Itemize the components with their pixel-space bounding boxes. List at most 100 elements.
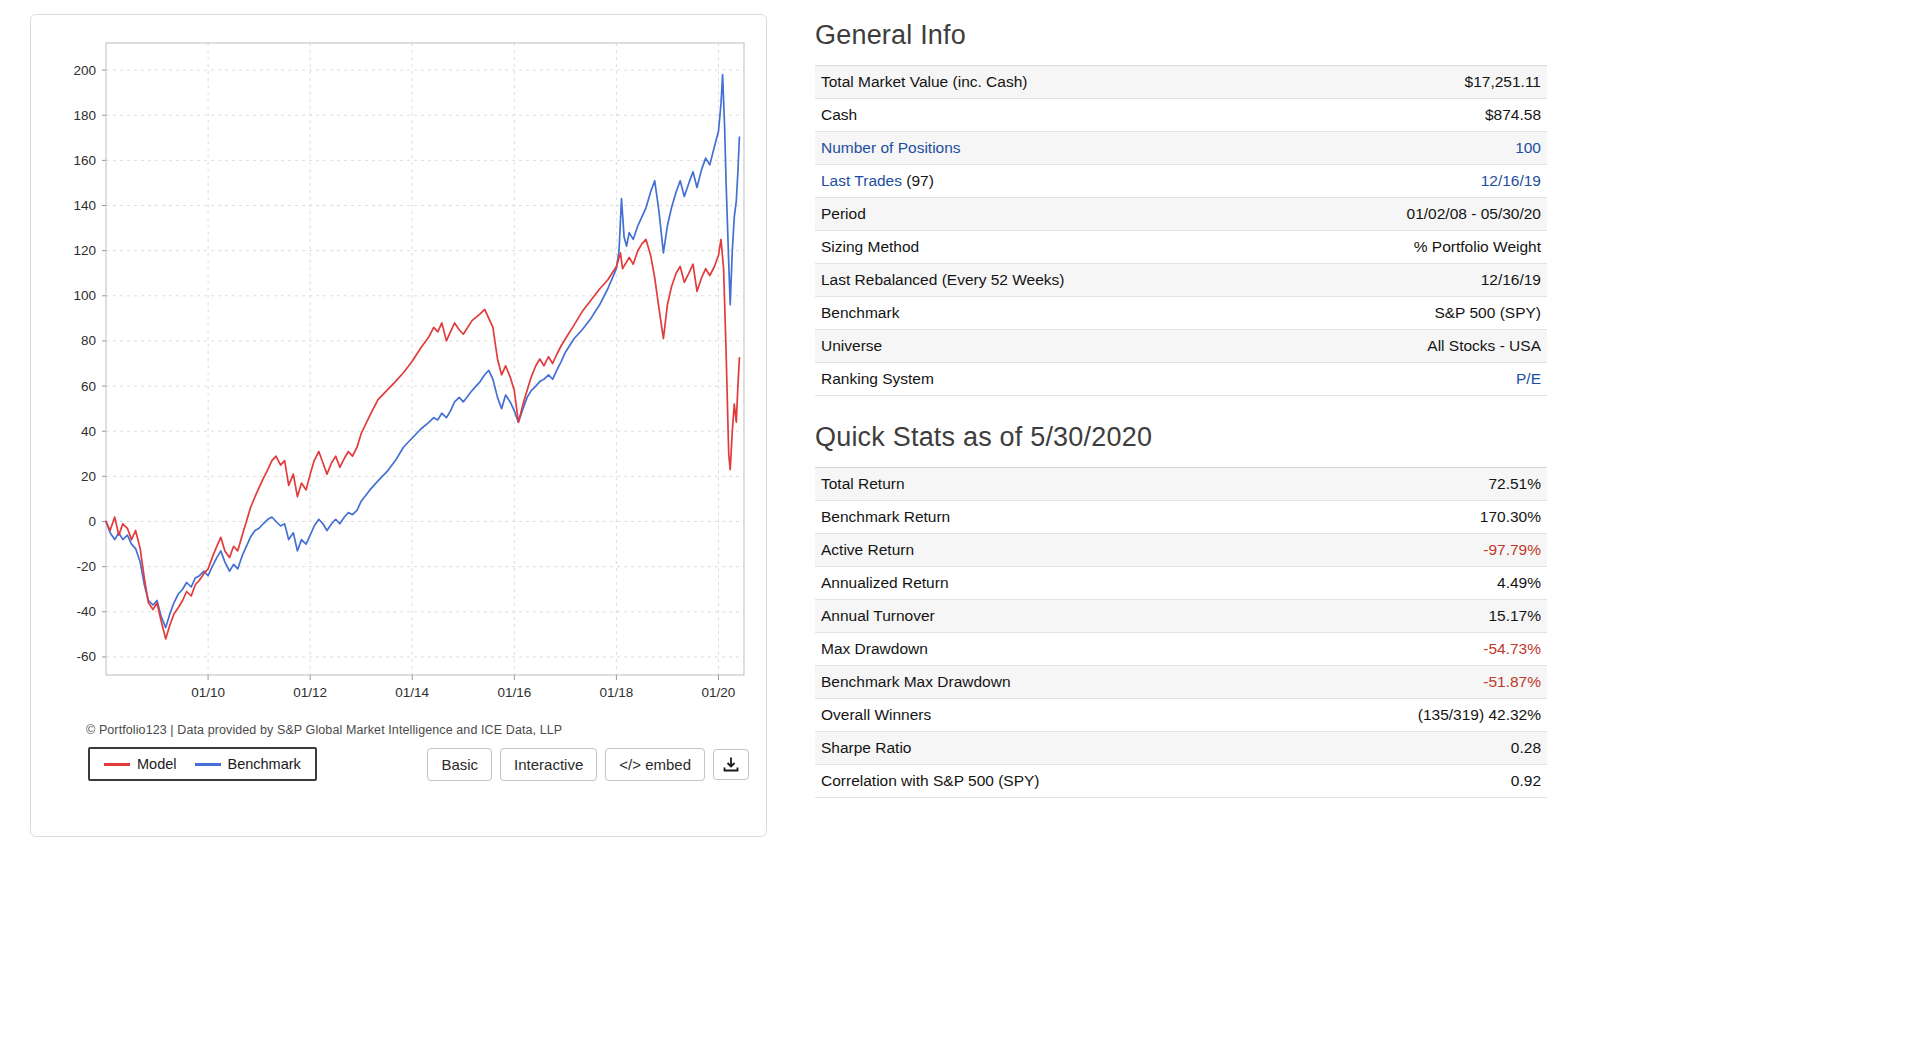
performance-chart-svg: -60-40-2002040608010012014016018020001/1… (46, 29, 752, 719)
legend-swatch (195, 763, 221, 766)
svg-text:120: 120 (73, 243, 96, 258)
row-value-link[interactable]: 12/16/19 (1481, 172, 1541, 189)
chart-buttons: Basic Interactive </> embed (427, 748, 749, 781)
row-value: P/E (1516, 370, 1541, 388)
chart-legend: Model Benchmark (88, 747, 317, 781)
table-row: Total Market Value (inc. Cash) $17,251.11 (815, 66, 1547, 99)
table-row: Max Drawdown -54.73% (815, 633, 1547, 666)
legend-swatch (104, 763, 130, 766)
row-label: Last Rebalanced (Every 52 Weeks) (821, 271, 1065, 289)
row-value: $17,251.11 (1465, 73, 1541, 91)
table-row: Benchmark Return 170.30% (815, 501, 1547, 534)
row-label: Universe (821, 337, 882, 355)
general-info-title: General Info (815, 20, 1547, 51)
svg-text:160: 160 (73, 153, 96, 168)
chart-controls-row: Model Benchmark Basic Interactive </> emb… (46, 747, 751, 781)
info-panel: General Info Total Market Value (inc. Ca… (815, 14, 1547, 837)
row-value: All Stocks - USA (1427, 337, 1541, 355)
svg-text:01/14: 01/14 (395, 685, 429, 700)
row-value: % Portfolio Weight (1414, 238, 1541, 256)
row-label: Period (821, 205, 866, 223)
row-value: 01/02/08 - 05/30/20 (1407, 205, 1541, 223)
row-value: -97.79% (1483, 541, 1541, 559)
row-label: Number of Positions (821, 139, 961, 157)
performance-chart-card: -60-40-2002040608010012014016018020001/1… (30, 14, 767, 837)
row-value-link[interactable]: 100 (1515, 139, 1541, 156)
row-label-link[interactable]: Last Trades (821, 172, 902, 189)
table-row: Active Return -97.79% (815, 534, 1547, 567)
table-row: Cash $874.58 (815, 99, 1547, 132)
legend-item: Benchmark (195, 756, 301, 772)
svg-text:01/20: 01/20 (702, 685, 736, 700)
svg-text:01/12: 01/12 (293, 685, 327, 700)
row-label: Benchmark Max Drawdown (821, 673, 1011, 691)
svg-text:-60: -60 (76, 649, 96, 664)
table-row: Correlation with S&P 500 (SPY) 0.92 (815, 765, 1547, 798)
row-value: 0.92 (1511, 772, 1541, 790)
row-label: Annual Turnover (821, 607, 935, 625)
legend-label: Model (137, 756, 177, 772)
performance-chart: -60-40-2002040608010012014016018020001/1… (46, 29, 752, 719)
general-info-section: General Info Total Market Value (inc. Ca… (815, 20, 1547, 396)
table-row: Sizing Method % Portfolio Weight (815, 231, 1547, 264)
table-row: Sharpe Ratio 0.28 (815, 732, 1547, 765)
row-label: Overall Winners (821, 706, 931, 724)
row-value: -51.87% (1483, 673, 1541, 691)
svg-text:-20: -20 (76, 559, 96, 574)
row-value: 100 (1515, 139, 1541, 157)
svg-text:60: 60 (81, 379, 96, 394)
row-value: -54.73% (1483, 640, 1541, 658)
row-label: Active Return (821, 541, 914, 559)
row-label: Correlation with S&P 500 (SPY) (821, 772, 1040, 790)
row-value: (135/319) 42.32% (1418, 706, 1541, 724)
row-label: Total Market Value (inc. Cash) (821, 73, 1027, 91)
quick-stats-section: Quick Stats as of 5/30/2020 Total Return… (815, 422, 1547, 798)
table-row: Ranking System P/E (815, 363, 1547, 396)
page-root: -60-40-2002040608010012014016018020001/1… (0, 0, 1922, 837)
interactive-button[interactable]: Interactive (500, 748, 597, 781)
row-label: Max Drawdown (821, 640, 928, 658)
table-row: Annualized Return 4.49% (815, 567, 1547, 600)
row-value: 0.28 (1511, 739, 1541, 757)
row-label: Benchmark Return (821, 508, 950, 526)
svg-text:180: 180 (73, 108, 96, 123)
row-label: Sharpe Ratio (821, 739, 911, 757)
row-value: 4.49% (1497, 574, 1541, 592)
quick-stats-table: Total Return72.51% Benchmark Return 170.30… (815, 467, 1547, 798)
chart-footer-attribution: © Portfolio123 | Data provided by S&P Gl… (46, 719, 751, 747)
embed-button[interactable]: </> embed (605, 748, 705, 781)
row-value: $874.58 (1485, 106, 1541, 124)
row-label: Annualized Return (821, 574, 949, 592)
row-label: Ranking System (821, 370, 934, 388)
row-value: S&P 500 (SPY) (1434, 304, 1541, 322)
basic-button[interactable]: Basic (427, 748, 492, 781)
svg-text:100: 100 (73, 288, 96, 303)
row-value: 72.51% (1488, 475, 1541, 493)
row-label: Benchmark (821, 304, 899, 322)
svg-text:-40: -40 (76, 604, 96, 619)
svg-text:80: 80 (81, 333, 96, 348)
quick-stats-title: Quick Stats as of 5/30/2020 (815, 422, 1547, 453)
row-value: 12/16/19 (1481, 172, 1541, 190)
legend-label: Benchmark (228, 756, 301, 772)
table-row: Benchmark Max Drawdown -51.87% (815, 666, 1547, 699)
row-label: Cash (821, 106, 857, 124)
table-row: Benchmark S&P 500 (SPY) (815, 297, 1547, 330)
table-row: Overall Winners (135/319) 42.32% (815, 699, 1547, 732)
row-label: Sizing Method (821, 238, 919, 256)
row-value: 170.30% (1480, 508, 1541, 526)
svg-text:01/10: 01/10 (191, 685, 225, 700)
general-info-table: Total Market Value (inc. Cash) $17,251.11… (815, 65, 1547, 396)
table-row: Total Return72.51% (815, 468, 1547, 501)
table-row: Last Trades (97)12/16/19 (815, 165, 1547, 198)
svg-text:20: 20 (81, 469, 96, 484)
table-row: Number of Positions 100 (815, 132, 1547, 165)
svg-text:01/18: 01/18 (600, 685, 634, 700)
row-value-link[interactable]: P/E (1516, 370, 1541, 387)
table-row: Last Rebalanced (Every 52 Weeks)12/16/19 (815, 264, 1547, 297)
table-row: Annual Turnover15.17% (815, 600, 1547, 633)
row-label-link[interactable]: Number of Positions (821, 139, 961, 156)
legend-item: Model (104, 756, 177, 772)
download-icon (723, 758, 739, 775)
download-button[interactable] (713, 749, 749, 780)
